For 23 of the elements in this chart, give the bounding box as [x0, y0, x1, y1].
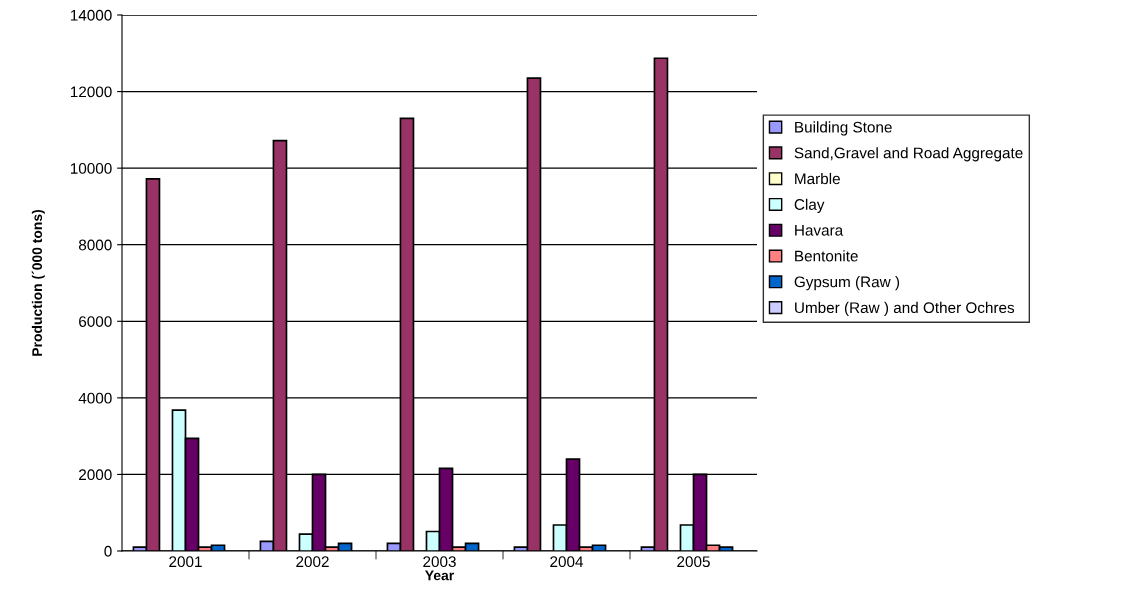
- y-tick-label: 12000: [70, 86, 112, 98]
- x-tick-label: 2003: [423, 556, 456, 568]
- y-tick-label: 8000: [78, 239, 112, 251]
- legend-label: Havara: [795, 225, 844, 236]
- legend-label: Umber (Raw ) and Other Ochres: [795, 301, 1015, 317]
- x-tick-label: 2001: [169, 556, 202, 568]
- y-tick-label: 14000: [70, 9, 112, 21]
- legend-label: Bentonite: [795, 250, 858, 262]
- y-tick-label: 4000: [78, 392, 112, 404]
- legend-label: Sand,Gravel and Road Aggregate: [794, 147, 1023, 162]
- y-tick-label: 6000: [79, 316, 112, 327]
- y-tick-label: 10000: [70, 163, 112, 174]
- y-tick-label: 2000: [79, 469, 112, 481]
- x-tick-label: 2005: [677, 556, 710, 568]
- x-axis-title: Year: [425, 570, 454, 581]
- x-tick-label: 2004: [550, 556, 584, 568]
- legend-label: Clay: [794, 198, 825, 213]
- y-tick-label: 0: [104, 545, 112, 557]
- legend-label: Gypsum (Raw ): [794, 276, 900, 291]
- x-tick-label: 2002: [296, 556, 329, 568]
- legend-label: Marble: [795, 172, 840, 185]
- y-axis-title: Production (´000 tons): [31, 209, 45, 356]
- legend-label: Building Stone: [795, 121, 892, 136]
